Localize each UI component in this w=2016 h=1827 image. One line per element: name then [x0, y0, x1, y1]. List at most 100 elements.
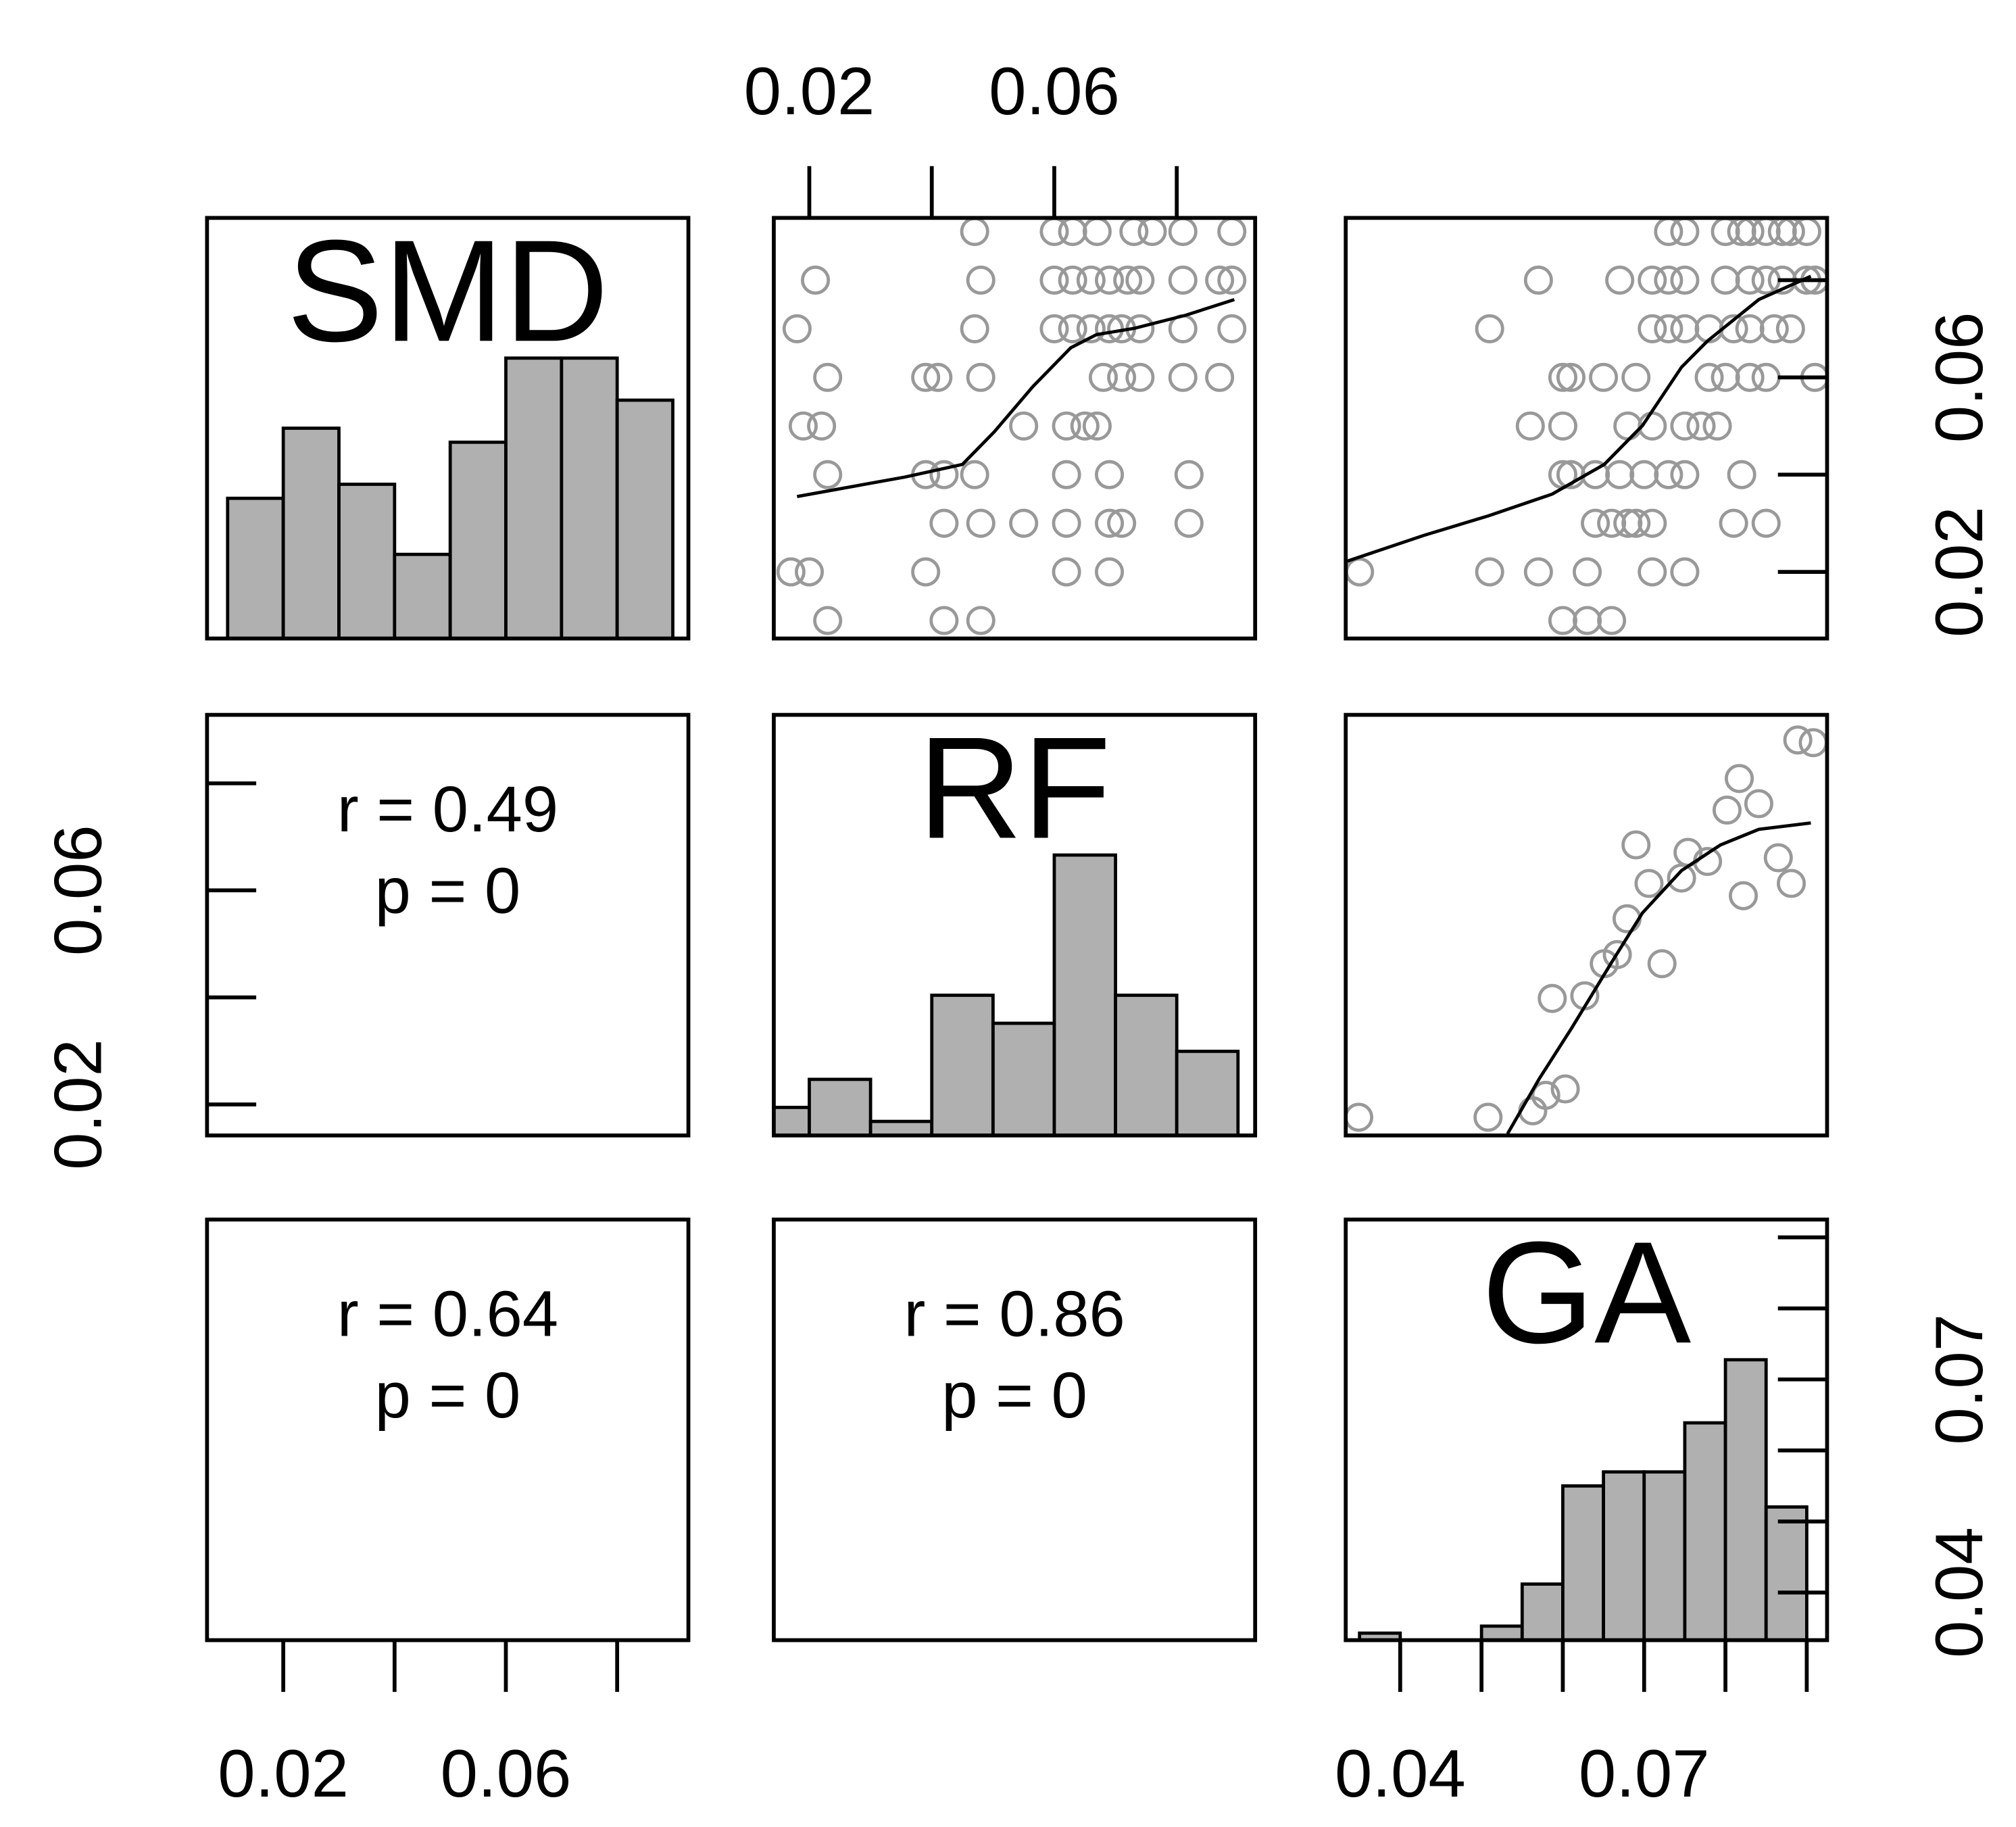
point [782, 314, 812, 343]
point [1654, 460, 1683, 489]
point [1076, 314, 1106, 343]
point [960, 314, 989, 343]
point [966, 508, 995, 538]
point [1076, 265, 1106, 295]
variable-name: SMD [287, 210, 608, 372]
point [1670, 460, 1700, 489]
point [1776, 869, 1806, 898]
hist-bar [1479, 1624, 1524, 1640]
hist-bar [281, 427, 341, 639]
point [813, 606, 843, 635]
point [794, 557, 825, 587]
point [1475, 314, 1504, 343]
point [1039, 265, 1069, 295]
panel-border [1344, 1217, 1829, 1642]
point [1775, 314, 1805, 343]
hist-bar [1358, 1631, 1402, 1640]
point [807, 411, 837, 441]
point [1058, 265, 1087, 295]
point [1711, 265, 1740, 295]
point [1475, 557, 1504, 587]
point [801, 265, 831, 295]
p-value-label: p = 0 [375, 1359, 521, 1432]
hist-bar [337, 483, 397, 639]
point [929, 508, 959, 538]
point [1759, 314, 1789, 343]
point [1088, 362, 1118, 392]
point [1670, 314, 1700, 343]
point [1107, 508, 1137, 538]
point [1729, 881, 1759, 910]
point [1082, 411, 1112, 441]
point [1346, 557, 1375, 587]
point [1523, 265, 1553, 295]
hist-bar [868, 1119, 934, 1136]
point [1168, 265, 1198, 295]
point [911, 557, 941, 587]
hist-bar [1052, 853, 1117, 1136]
x-tick-label: 0.02 [218, 1736, 349, 1811]
scatter-panel [1346, 725, 1827, 1135]
hist-bar [615, 398, 674, 639]
y-tick-label: 0.04 [1922, 1527, 1997, 1658]
scatter-panel [1346, 218, 1827, 635]
hist-bar [930, 994, 995, 1136]
hist-bar [1642, 1470, 1687, 1640]
point [1205, 362, 1235, 392]
point [1735, 314, 1765, 343]
x-tick-label: 0.06 [989, 54, 1120, 129]
point [1113, 265, 1143, 295]
point [1174, 460, 1204, 489]
point [1573, 557, 1602, 587]
point [1798, 728, 1827, 758]
point [1751, 508, 1781, 538]
point [1702, 411, 1732, 441]
panel-border [205, 712, 691, 1138]
point [923, 362, 953, 392]
p-value-label: p = 0 [941, 1359, 1087, 1432]
point [1597, 606, 1627, 635]
point [1638, 265, 1667, 295]
point [1523, 557, 1553, 587]
point [1605, 460, 1635, 489]
point [960, 460, 989, 489]
hist-bar [808, 1077, 872, 1136]
correlation-label: r = 0.64 [337, 1278, 558, 1350]
point [1217, 314, 1247, 343]
point [960, 218, 989, 247]
point [1531, 1080, 1560, 1111]
point [1647, 949, 1677, 979]
point [1654, 314, 1683, 343]
point [1168, 362, 1198, 392]
point [1137, 218, 1167, 247]
panel-border [205, 216, 691, 641]
point [1538, 983, 1567, 1013]
point [1670, 557, 1700, 587]
point [1009, 508, 1039, 538]
point [1125, 265, 1155, 295]
panel-border [1344, 712, 1829, 1138]
hist-bar [1561, 1484, 1606, 1640]
hist-bar [1764, 1505, 1809, 1640]
hist-bar [448, 440, 508, 639]
p-value-label: p = 0 [375, 855, 521, 927]
point [1694, 362, 1724, 392]
point [1638, 314, 1667, 343]
point [1125, 362, 1155, 392]
panel-border [1344, 216, 1829, 641]
point [1548, 362, 1577, 392]
point [1735, 265, 1765, 295]
point [1094, 508, 1125, 538]
panel-border [205, 1217, 691, 1642]
point [1094, 557, 1125, 587]
point [1670, 265, 1700, 295]
point [1039, 314, 1069, 343]
y-tick-label: 0.02 [1922, 506, 1997, 637]
point [1724, 764, 1754, 794]
point [1052, 508, 1081, 538]
point [1638, 557, 1667, 587]
point [1670, 411, 1700, 441]
panel-border [772, 712, 1258, 1138]
point [1613, 411, 1643, 441]
